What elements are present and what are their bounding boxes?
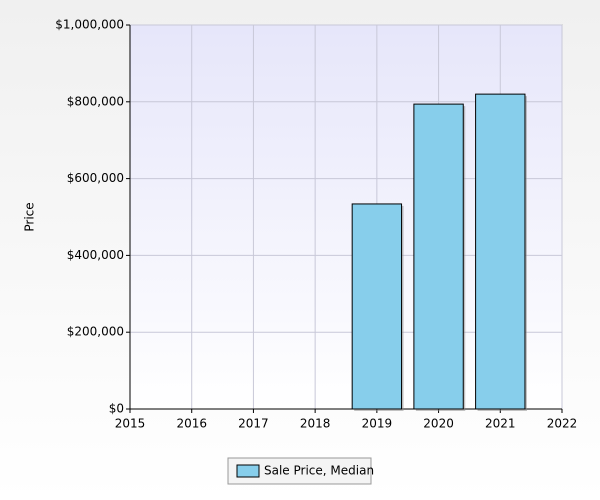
y-tick-label: $600,000 bbox=[67, 171, 124, 185]
bar bbox=[475, 93, 526, 410]
y-tick-label: $800,000 bbox=[67, 94, 124, 108]
legend-swatch bbox=[236, 464, 260, 478]
legend: Sale Price, Median bbox=[227, 457, 374, 485]
x-tick-label: 2018 bbox=[300, 417, 331, 431]
y-tick-label: $200,000 bbox=[67, 325, 124, 339]
bar bbox=[413, 103, 464, 410]
y-axis-label: Price bbox=[23, 202, 37, 231]
x-tick-label: 2016 bbox=[176, 417, 207, 431]
x-tick-label: 2019 bbox=[362, 417, 393, 431]
x-tick-label: 2021 bbox=[485, 417, 516, 431]
x-tick-label: 2022 bbox=[547, 417, 578, 431]
legend-label: Sale Price, Median bbox=[264, 464, 374, 478]
y-tick-label: $1,000,000 bbox=[55, 18, 124, 32]
x-tick-label: 2015 bbox=[115, 417, 146, 431]
x-tick-label: 2020 bbox=[423, 417, 454, 431]
x-tick-label: 2017 bbox=[238, 417, 269, 431]
bar bbox=[351, 203, 403, 410]
y-tick-label: $0 bbox=[109, 402, 124, 416]
y-tick-label: $400,000 bbox=[67, 248, 124, 262]
